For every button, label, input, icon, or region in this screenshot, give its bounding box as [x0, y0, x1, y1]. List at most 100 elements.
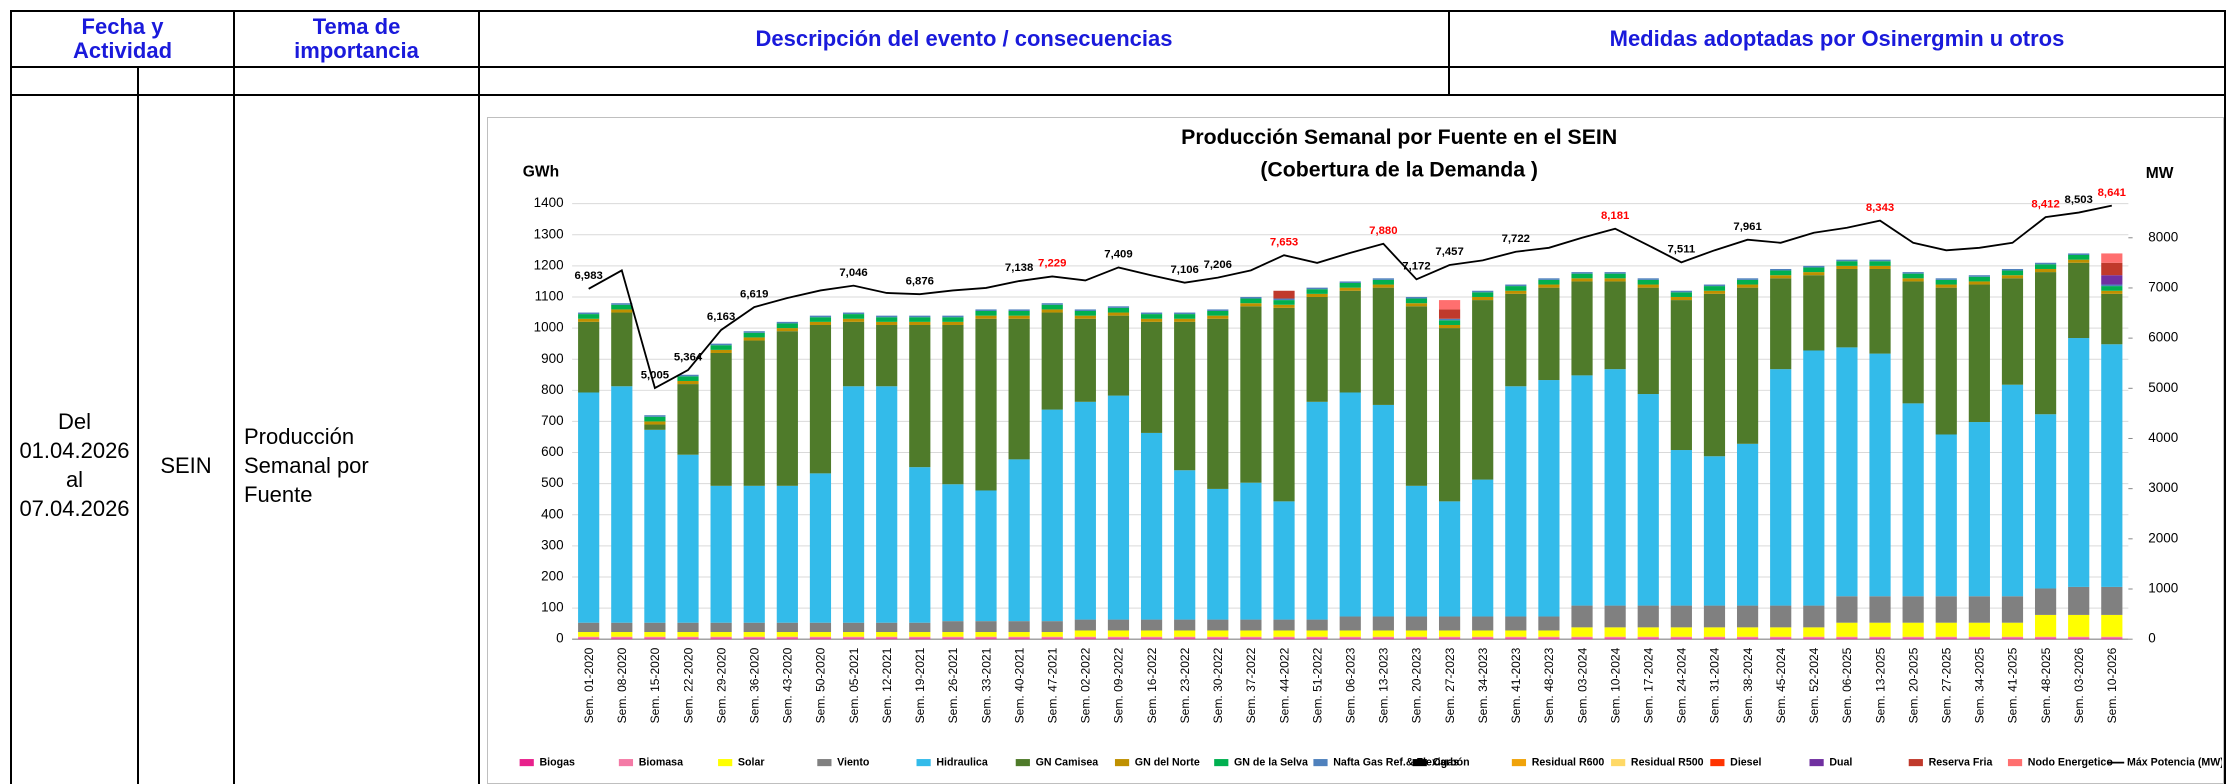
legend-label: Carbón: [1432, 756, 1469, 768]
bar-segment: [1207, 630, 1229, 637]
bar-segment: [2034, 638, 2057, 640]
bar-segment: [2101, 344, 2123, 587]
bar-segment: [1240, 482, 1262, 620]
bar-segment: [2068, 259, 2090, 263]
legend-label: Residual R500: [1631, 756, 1704, 768]
y-tick-label: 100: [541, 600, 563, 615]
bar-segment: [1968, 275, 1990, 277]
bar-segment: [1240, 619, 1262, 631]
bar-segment: [1107, 315, 1130, 396]
bar-segment: [710, 352, 732, 486]
bar-segment: [1770, 638, 1792, 640]
y2-tick-label: 5000: [2148, 380, 2178, 395]
bar-segment: [743, 636, 765, 639]
value-label: 8,641: [2098, 187, 2126, 199]
bar-segment: [644, 424, 666, 430]
bar-segment: [1902, 272, 1924, 274]
bar-segment: [1968, 638, 1990, 640]
header-text: Descripción del evento / consecuencias: [755, 26, 1173, 51]
bar-segment: [1803, 265, 1825, 268]
bar-segment: [1273, 298, 1295, 301]
legend-marker: [1710, 759, 1725, 767]
legend-label: GN de la Selva: [1234, 756, 1308, 768]
bar-segment: [842, 318, 865, 322]
bar-segment: [1472, 292, 1494, 297]
bar-segment: [1637, 627, 1659, 637]
bar-segment: [1869, 622, 1891, 637]
bar-segment: [1604, 272, 1626, 274]
bar-segment: [1968, 284, 1990, 423]
bar-segment: [1803, 638, 1825, 640]
bar-segment: [1505, 284, 1527, 287]
bar-segment: [1703, 636, 1726, 639]
bar-segment: [1207, 638, 1229, 640]
bar-segment: [611, 312, 633, 387]
bar-segment: [942, 636, 964, 639]
bar-segment: [909, 467, 931, 623]
bar-segment: [1538, 636, 1560, 639]
bar-segment: [2101, 286, 2123, 291]
legend-marker: [1214, 759, 1229, 767]
bar-segment: [1306, 296, 1328, 402]
bar-segment: [1803, 272, 1825, 276]
value-label: 8,503: [2065, 194, 2093, 206]
bar-segment: [1438, 616, 1461, 631]
bar-segment: [710, 638, 732, 640]
bar-segment: [710, 636, 732, 639]
bar-segment: [2068, 614, 2090, 637]
bar-segment: [1736, 627, 1759, 637]
bar-segment: [2001, 268, 2024, 271]
bar-segment: [1604, 273, 1626, 279]
bar-segment: [1935, 287, 1957, 435]
bar-segment: [1670, 450, 1692, 606]
bar-segment: [578, 638, 600, 640]
bar-segment: [1306, 630, 1328, 637]
bar-segment: [809, 321, 832, 325]
y-tick-label: 800: [541, 382, 563, 397]
legend-marker: [1412, 759, 1427, 767]
bar-segment: [1107, 395, 1130, 620]
bar-segment: [1438, 501, 1461, 617]
value-label: 7,653: [1270, 236, 1298, 248]
bar-segment: [2068, 638, 2090, 640]
bar-segment: [2101, 586, 2123, 615]
bar-segment: [776, 328, 798, 332]
bar-segment: [1339, 290, 1361, 393]
bar-segment: [1968, 636, 1990, 639]
bar-segment: [2034, 636, 2057, 639]
bar-segment: [1637, 284, 1659, 288]
bar-segment: [644, 415, 666, 417]
bar-segment: [1505, 290, 1527, 294]
cell-text: Semanal por: [244, 452, 369, 478]
bar-segment: [1405, 298, 1428, 304]
y2-tick-label: 7000: [2148, 280, 2178, 295]
legend-label: GN Camisea: [1036, 756, 1099, 768]
x-tick-label: Sem. 09-2022: [1112, 647, 1126, 723]
x-tick-label: Sem. 03-2026: [2072, 647, 2086, 723]
bar-segment: [1372, 279, 1394, 285]
bar-segment: [842, 314, 865, 319]
bar-segment: [809, 324, 832, 474]
bar-segment: [1207, 488, 1229, 620]
bar-segment: [2101, 262, 2123, 276]
bar-segment: [1107, 619, 1130, 631]
value-label: 7,046: [839, 267, 867, 279]
bar-segment: [809, 317, 832, 322]
bar-segment: [2101, 614, 2123, 637]
y-tick-label: 1100: [535, 289, 564, 304]
bar-segment: [1074, 630, 1096, 637]
bar-segment: [1008, 318, 1030, 460]
bar-segment: [644, 622, 666, 633]
bar-segment: [1306, 638, 1328, 640]
bar-segment: [1074, 401, 1096, 620]
legend-label: Residual R600: [1532, 756, 1605, 768]
bar-segment: [1306, 619, 1328, 631]
header-cell: Fecha y Actividad: [12, 12, 233, 66]
bar-segment: [1008, 459, 1030, 622]
bar-segment: [776, 321, 798, 324]
bar-segment: [1174, 312, 1196, 315]
bar-segment: [1438, 636, 1461, 639]
bar-segment: [1935, 278, 1957, 280]
bar-segment: [2101, 293, 2123, 345]
x-tick-label: Sem. 48-2023: [1542, 647, 1556, 723]
